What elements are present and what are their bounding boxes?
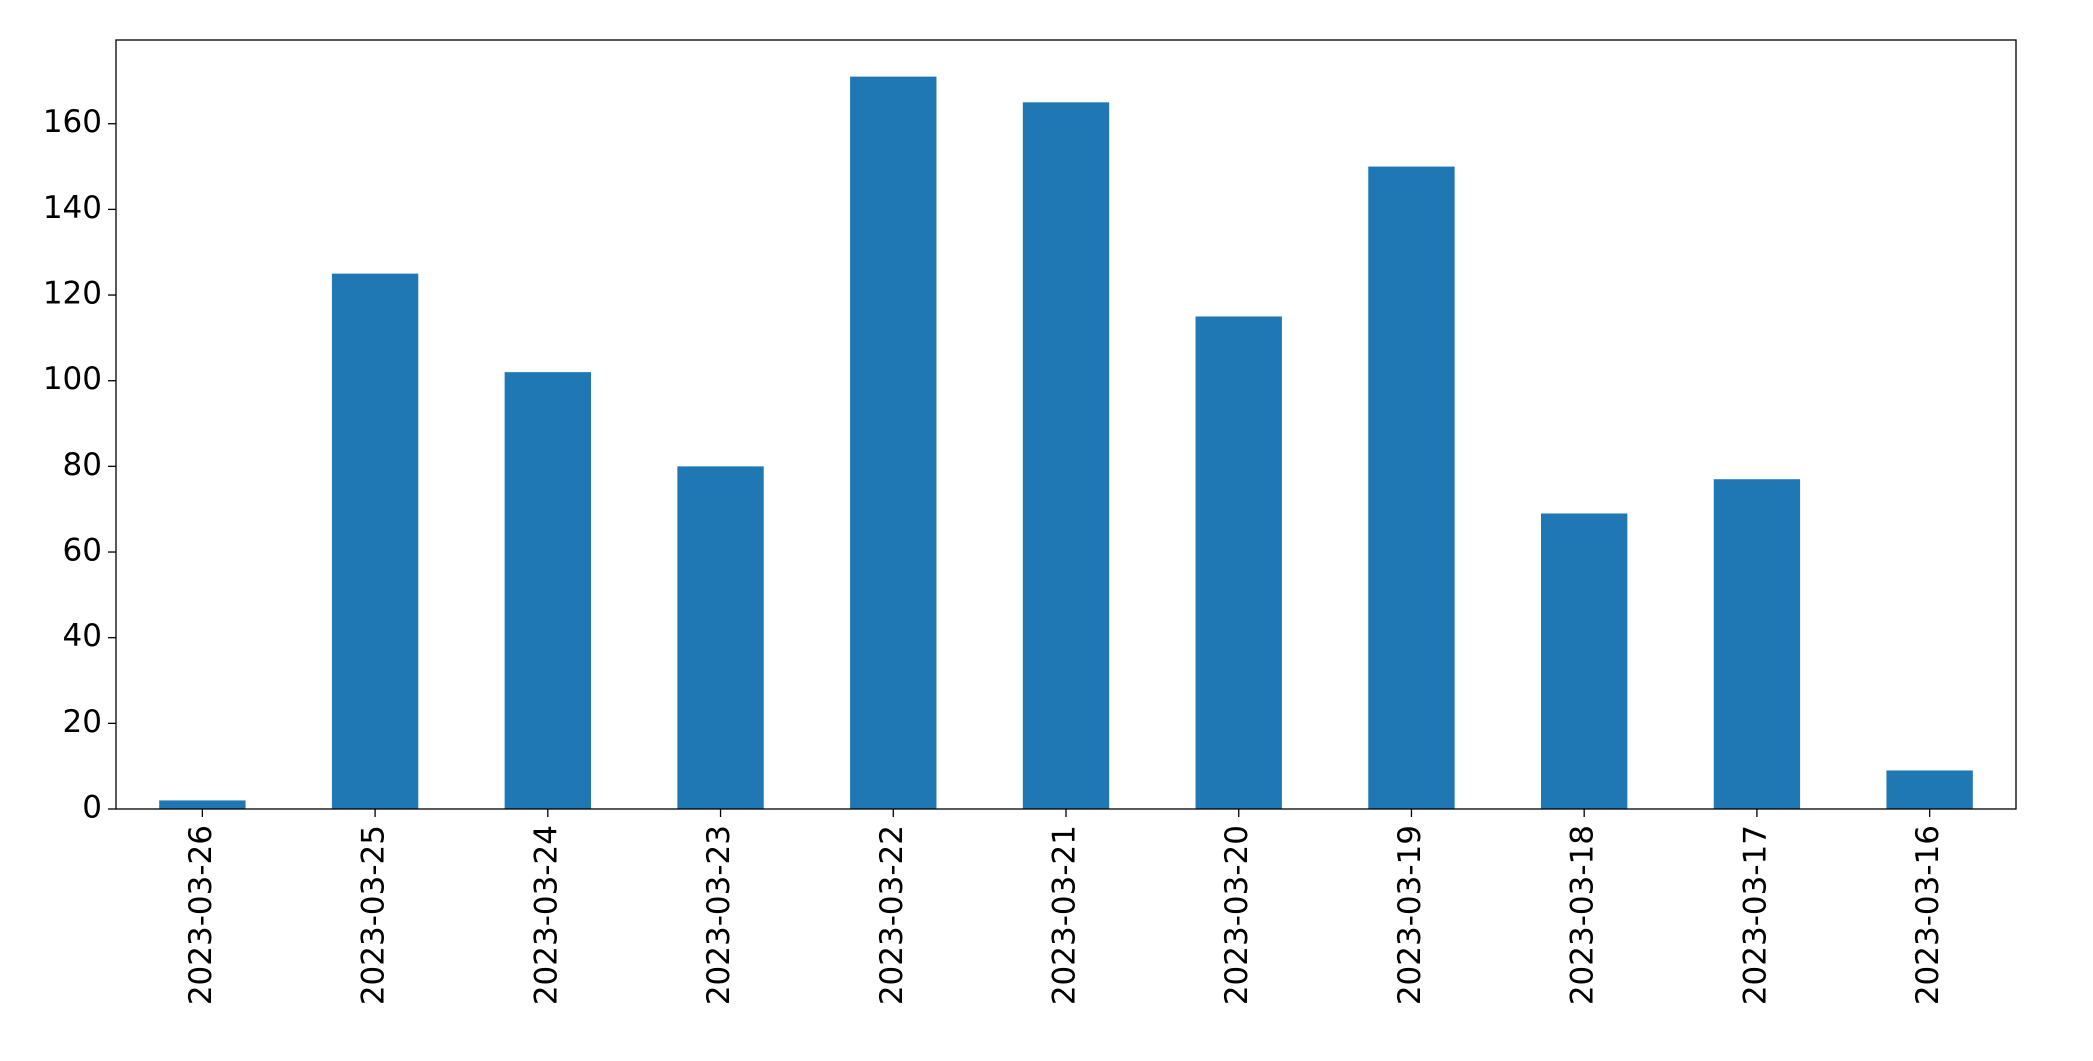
bar xyxy=(1541,513,1628,809)
y-tick-label: 120 xyxy=(43,276,102,312)
x-tick-label: 2023-03-20 xyxy=(1219,825,1255,1005)
x-tick-label: 2023-03-22 xyxy=(874,825,910,1005)
y-tick-label: 100 xyxy=(43,361,102,397)
y-tick-label: 140 xyxy=(43,190,102,226)
bar xyxy=(504,372,591,809)
x-tick-label: 2023-03-23 xyxy=(701,825,737,1005)
bar xyxy=(1368,166,1455,810)
bar xyxy=(1022,102,1110,809)
x-tick-label: 2023-03-19 xyxy=(1392,825,1428,1005)
bar xyxy=(1195,316,1282,809)
bar xyxy=(331,273,419,810)
y-tick-label: 160 xyxy=(43,104,102,140)
x-tick-label: 2023-03-25 xyxy=(356,825,392,1005)
y-tick-label: 80 xyxy=(63,447,102,483)
x-tick-label: 2023-03-16 xyxy=(1910,825,1946,1005)
x-tick-label: 2023-03-26 xyxy=(183,825,219,1005)
y-tick-label: 60 xyxy=(63,533,102,569)
bar xyxy=(1713,479,1801,809)
bar xyxy=(677,466,764,809)
x-tick-label: 2023-03-17 xyxy=(1737,825,1773,1005)
x-tick-label: 2023-03-18 xyxy=(1565,825,1601,1005)
y-tick-label: 0 xyxy=(82,790,102,826)
bar xyxy=(159,800,246,809)
x-tick-label: 2023-03-24 xyxy=(528,825,564,1005)
x-tick-label: 2023-03-21 xyxy=(1047,825,1083,1005)
bar xyxy=(850,76,937,810)
y-tick-label: 20 xyxy=(63,704,102,740)
y-tick-label: 40 xyxy=(63,618,102,654)
bar xyxy=(1886,770,1973,809)
